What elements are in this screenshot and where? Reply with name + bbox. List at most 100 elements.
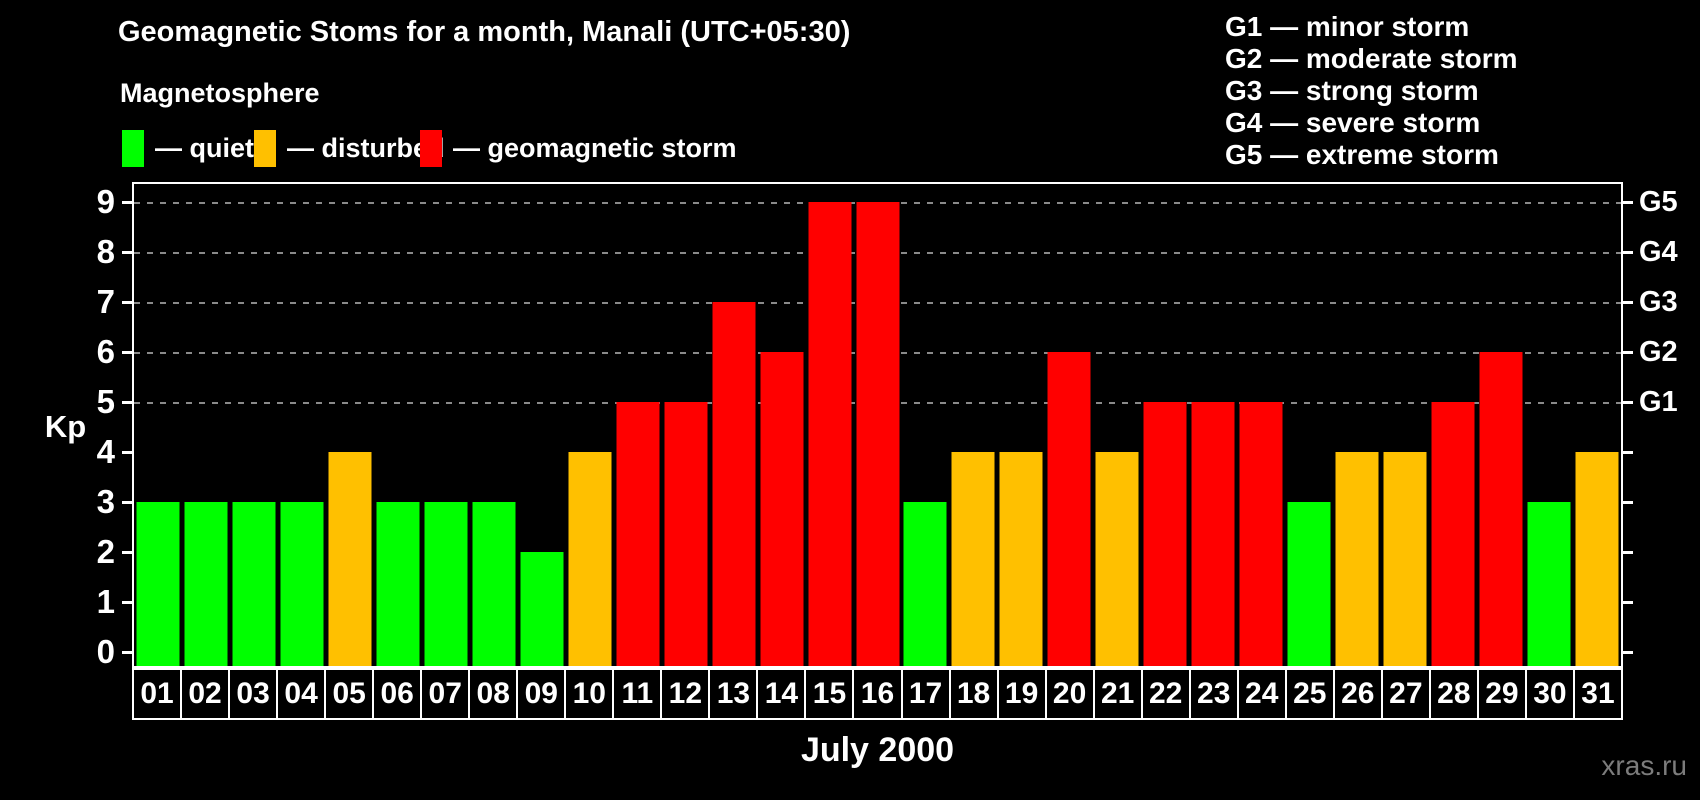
bar-day-09 [520,552,564,666]
day-label-cell: 19 [996,670,1045,718]
right-axis-tick [1623,401,1633,404]
bar-day-19 [999,452,1043,666]
g-scale-line: G2 — moderate storm [1225,43,1518,74]
day-label-cell: 27 [1380,670,1429,718]
bar-day-18 [951,452,995,666]
day-label-cell: 04 [276,670,324,718]
bar-day-16 [856,202,899,666]
legend-item-label: — quiet [155,133,254,163]
bar-day-10 [568,452,612,666]
legend-heading: Magnetosphere [120,78,320,108]
bar-day-27 [1383,452,1427,666]
g-level-label-g4: G4 [1639,236,1678,268]
bar-day-07 [424,502,468,666]
y-axis-tick [122,501,132,504]
g-level-label-g3: G3 [1639,286,1678,318]
bar-day-05 [328,452,372,666]
right-axis-tick [1623,451,1633,454]
day-label-cell: 14 [756,670,804,718]
day-label-cell: 20 [1044,670,1093,718]
y-axis-tick [122,551,132,554]
day-label-cell: 22 [1140,670,1189,718]
x-axis-title: July 2000 [800,731,955,769]
g-scale-line: G3 — strong storm [1225,75,1479,106]
day-label-cell: 18 [948,670,997,718]
bar-day-17 [903,502,947,666]
day-label-cell: 06 [372,670,420,718]
y-axis-tick-label: 6 [96,333,115,370]
day-label-cell: 09 [516,670,564,718]
y-axis-tick-label: 0 [96,633,115,670]
legend-swatch-disturbed [254,130,276,167]
bar-day-06 [376,502,420,666]
bar-day-04 [280,502,324,666]
bar-day-31 [1575,452,1619,666]
y-axis-tick-label: 8 [96,233,115,270]
right-axis-tick [1623,251,1633,254]
bar-day-24 [1239,402,1283,666]
day-label-cell: 07 [420,670,468,718]
day-label-cell: 03 [228,670,276,718]
bar-day-12 [664,402,708,666]
day-label-cell: 26 [1332,670,1381,718]
bar-day-13 [712,302,756,666]
y-axis-tick [122,601,132,604]
y-axis-tick-label: 4 [96,433,115,470]
y-axis-tick-label: 3 [96,483,115,520]
day-label-cell: 11 [612,670,660,718]
right-axis-tick [1623,501,1633,504]
plot-area [132,182,1623,668]
y-axis-tick-label: 7 [96,283,115,320]
day-label-cell: 12 [660,670,708,718]
day-label-cell: 21 [1092,670,1141,718]
y-axis-tick [122,651,132,654]
right-axis-tick [1623,351,1633,354]
right-axis-tick [1623,551,1633,554]
day-label-cell: 16 [852,670,900,718]
bar-day-11 [616,402,660,666]
bar-day-29 [1479,352,1523,666]
g-scale-line: G4 — severe storm [1225,107,1481,138]
y-axis-tick [122,451,132,454]
legend-item-quiet: — quiet [122,130,254,167]
day-label-cell: 31 [1572,670,1621,718]
right-axis-tick [1623,651,1633,654]
y-axis-tick [122,301,132,304]
x-axis-day-labels: 01 02 03 04 05 06 07 08 09 10 11 12 13 14 15 16 17 18 19 20… [132,668,1623,720]
day-label-cell: 15 [804,670,852,718]
day-label-cell: 30 [1524,670,1573,718]
bar-day-03 [232,502,276,666]
day-label-cell: 25 [1284,670,1333,718]
y-axis-tick-label: 9 [96,183,115,220]
bar-day-23 [1191,402,1235,666]
y-axis-tick-label: 5 [96,383,115,420]
legend-item-label: — disturbed [287,133,445,163]
watermark: xras.ru [1601,750,1687,781]
day-label-cell: 24 [1236,670,1285,718]
day-label-cell: 08 [468,670,516,718]
legend-item-label: — geomagnetic storm [453,133,737,163]
legend-swatch-quiet [122,130,144,167]
right-axis-tick [1623,601,1633,604]
right-axis-tick [1623,301,1633,304]
y-axis-tick [122,351,132,354]
bar-day-02 [184,502,228,666]
g-level-label-g2: G2 [1639,336,1678,368]
right-axis-tick [1623,201,1633,204]
day-label-cell: 17 [900,670,949,718]
day-label-cell: 02 [180,670,228,718]
g-scale-line: G1 — minor storm [1225,11,1470,42]
g-level-label-g5: G5 [1639,186,1678,218]
day-label-cell: 23 [1188,670,1237,718]
day-label-cell: 13 [708,670,756,718]
day-label-cell: 05 [324,670,372,718]
y-axis-tick [122,201,132,204]
y-axis-tick-label: 2 [96,533,115,570]
day-label-cell: 01 [140,677,174,710]
day-label-cell: 10 [564,670,612,718]
legend-item-disturbed: — disturbed [254,130,445,167]
day-label-cell: 28 [1428,670,1477,718]
y-axis-tick [122,251,132,254]
bar-day-30 [1527,502,1571,666]
